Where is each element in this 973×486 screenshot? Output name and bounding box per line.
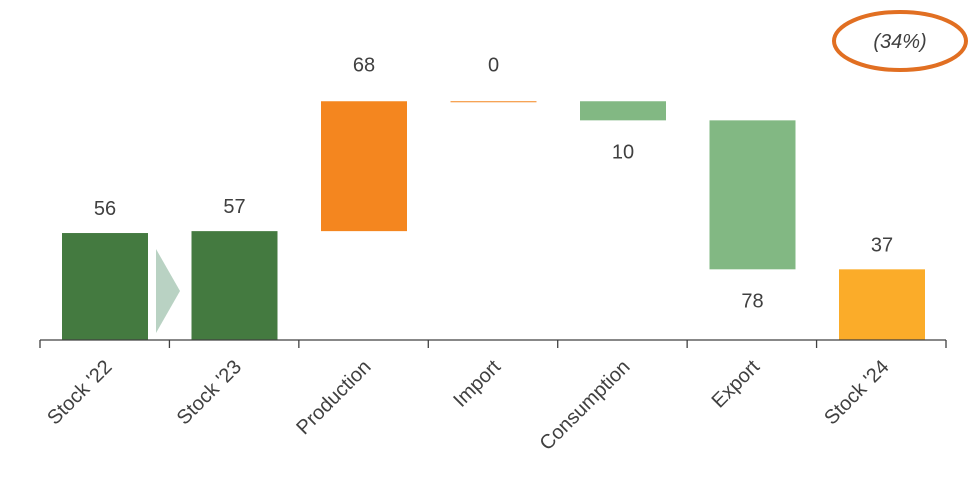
value-label-import: 0: [488, 54, 499, 76]
bar-stock-22: [62, 233, 148, 340]
value-labels-group: 56 57 68 0 10 78 37: [94, 54, 893, 312]
bar-stock-23: [191, 231, 278, 340]
bars-group: [62, 101, 925, 340]
bar-import: [450, 101, 537, 103]
transition-arrow: [156, 249, 180, 333]
x-tick-labels: Stock '22 Stock '23 Production Import Consum…: [43, 356, 893, 455]
value-label-production: 68: [353, 54, 375, 76]
tick-label-stock-23: Stock '23: [173, 356, 246, 429]
x-axis-ticks: [39, 340, 947, 348]
tick-label-stock-22: Stock '22: [43, 356, 116, 429]
value-label-stock-23: 57: [223, 196, 245, 218]
tick-label-consumption: Consumption: [536, 356, 635, 455]
value-label-export: 78: [741, 290, 763, 312]
value-label-stock-22: 56: [94, 198, 116, 220]
change-badge-text: (34%): [873, 31, 926, 53]
change-badge: (34%): [832, 10, 968, 72]
bar-export: [709, 120, 796, 270]
value-label-consumption: 10: [612, 141, 634, 163]
change-badge-ellipse: [832, 10, 968, 72]
value-label-stock-24: 37: [871, 234, 893, 256]
tick-label-production: Production: [292, 356, 375, 439]
bar-consumption: [580, 101, 666, 121]
x-axis: [39, 339, 947, 348]
tick-label-stock-24: Stock '24: [820, 356, 893, 429]
tick-label-import: Import: [449, 356, 505, 412]
bar-production: [321, 101, 407, 232]
bar-stock-24: [839, 269, 925, 340]
tick-label-export: Export: [708, 356, 765, 413]
